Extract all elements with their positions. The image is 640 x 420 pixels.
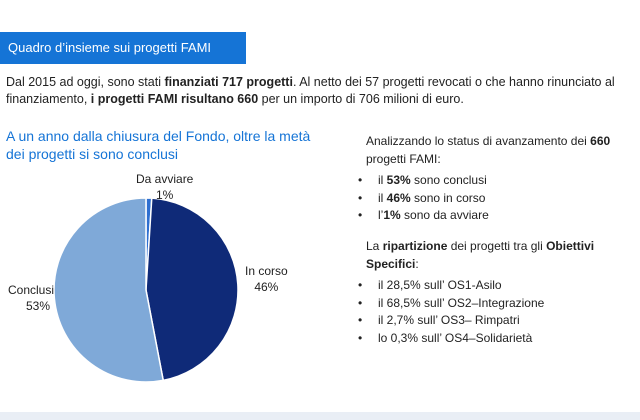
intro-text-2: . Al netto dei 57 progetti revocati o ch… xyxy=(6,75,615,106)
status-list: il 53% sono conclusi il 46% sono in cors… xyxy=(358,172,636,225)
intro-paragraph: Dal 2015 ad oggi, sono stati finanziati … xyxy=(6,74,626,108)
status-item: l’1% sono da avviare xyxy=(358,207,636,225)
status-item: il 53% sono conclusi xyxy=(358,172,636,190)
pie-chart xyxy=(53,197,239,383)
slice-label-da-avviare: Da avviare 1% xyxy=(136,171,193,203)
ripartizione-title: La ripartizione dei progetti tra gli Obi… xyxy=(366,238,636,273)
ripartizione-item: lo 0,3% sull’ OS4–Solidarietà xyxy=(358,330,636,348)
slice-label-in-corso: In corso 46% xyxy=(245,263,288,295)
slice-value-da-avviare: 1% xyxy=(156,188,174,202)
section-title: Quadro d’insieme sui progetti FAMI xyxy=(8,40,212,55)
intro-text-3: per un importo di 706 milioni di euro. xyxy=(258,92,464,106)
ripartizione-item: il 68,5% sull’ OS2–Integrazione xyxy=(358,295,636,313)
pie-slice-conclusi xyxy=(53,197,165,383)
ripartizione-list: il 28,5% sull’ OS1-Asilo il 68,5% sull’ … xyxy=(358,277,636,347)
status-item-pre: l’ xyxy=(378,208,384,222)
rip-title-b2: Obiettivi Specifici xyxy=(366,239,595,271)
status-item: il 46% sono in corso xyxy=(358,190,636,208)
status-item-post: sono in corso xyxy=(410,190,486,205)
slice-label-conclusi: Conclusi 53% xyxy=(8,282,54,314)
status-item-bold: 53% xyxy=(386,173,411,187)
slice-name-in-corso: In corso xyxy=(245,264,288,278)
status-panel: Analizzando lo status di avanzamento dei… xyxy=(358,133,636,225)
status-item-bold: 1% xyxy=(383,208,401,222)
ripartizione-panel: La ripartizione dei progetti tra gli Obi… xyxy=(358,238,636,347)
status-item-bold: 46% xyxy=(386,190,411,205)
ripartizione-item: il 28,5% sull’ OS1-Asilo xyxy=(358,277,636,295)
slice-name-da-avviare: Da avviare xyxy=(136,172,194,186)
status-title-num: 660 xyxy=(590,134,611,148)
slice-value-conclusi: 53% xyxy=(26,299,51,313)
status-title: Analizzando lo status di avanzamento dei… xyxy=(366,133,636,168)
slice-name-conclusi: Conclusi xyxy=(8,283,55,297)
intro-text-1: Dal 2015 ad oggi, sono stati xyxy=(6,75,165,89)
status-item-pre: il xyxy=(378,190,387,205)
status-item-post: sono conclusi xyxy=(410,173,487,187)
slice-value-in-corso: 46% xyxy=(254,280,279,294)
pie-slice-in-corso xyxy=(145,197,239,382)
status-title-pre: Analizzando lo status di avanzamento dei xyxy=(366,134,591,148)
section-header: Quadro d’insieme sui progetti FAMI xyxy=(0,32,246,64)
intro-bold-2: i progetti FAMI risultano 660 xyxy=(90,92,259,106)
rip-title-pre: La xyxy=(366,239,383,253)
status-item-pre: il xyxy=(378,173,387,187)
rip-title-mid: dei progetti tra gli xyxy=(447,239,547,253)
footer-bar xyxy=(0,412,640,420)
status-title-post: progetti FAMI: xyxy=(366,151,441,166)
intro-bold-1: finanziati 717 progetti xyxy=(164,75,293,89)
chart-heading: A un anno dalla chiusura del Fondo, oltr… xyxy=(6,128,311,162)
status-item-post: sono da avviare xyxy=(400,208,489,222)
ripartizione-item: il 2,7% sull’ OS3– Rimpatri xyxy=(358,312,636,330)
rip-title-post: : xyxy=(415,256,419,271)
rip-title-b1: ripartizione xyxy=(382,239,448,253)
